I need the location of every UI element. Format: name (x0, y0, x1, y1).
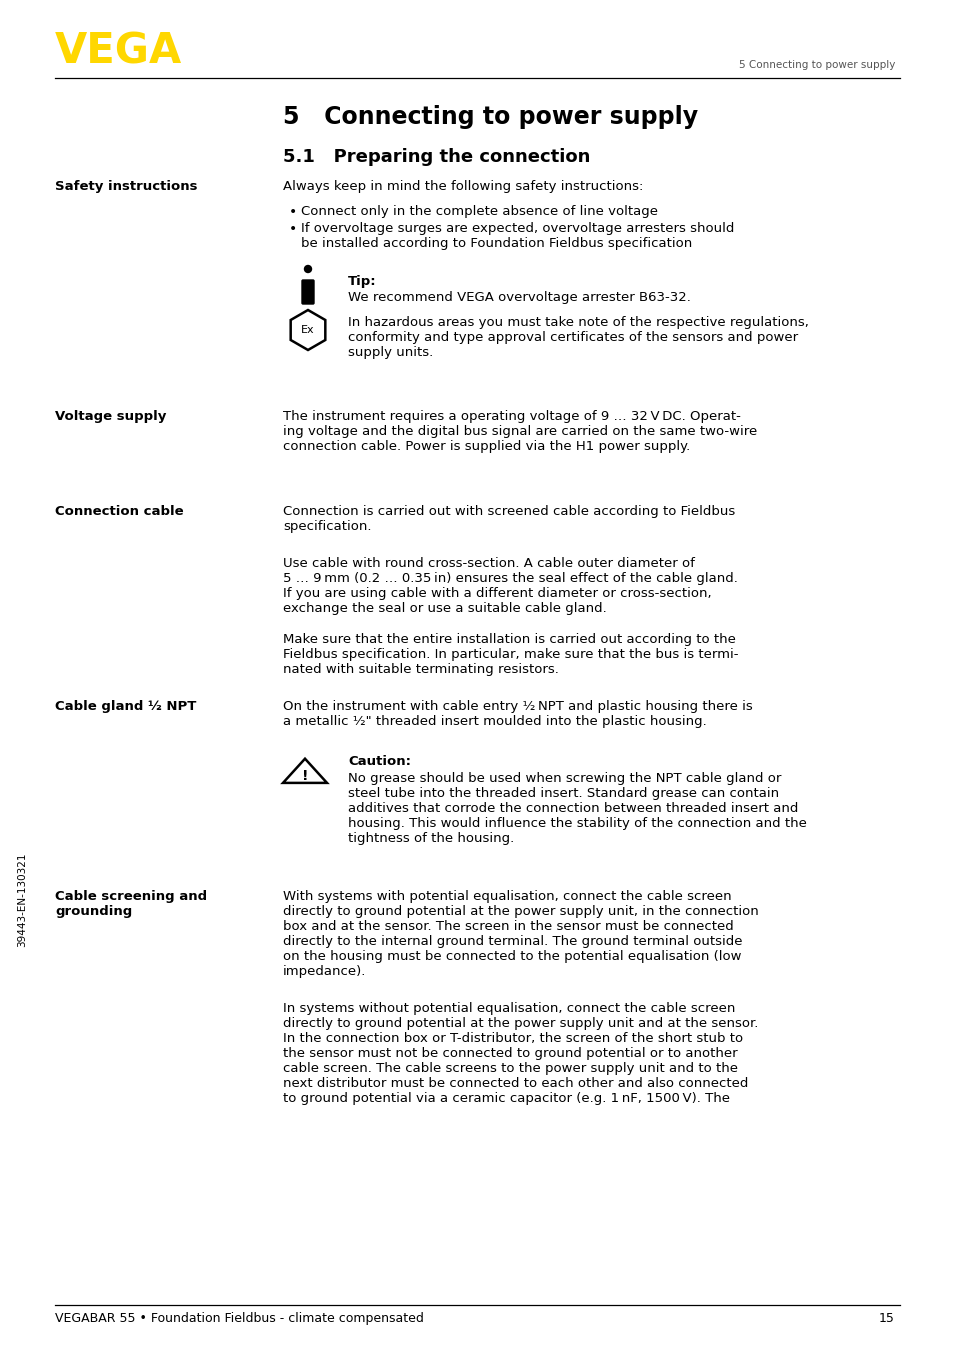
Text: In systems without potential equalisation, connect the cable screen
directly to : In systems without potential equalisatio… (283, 1002, 758, 1105)
Text: VEGABAR 55 • Foundation Fieldbus - climate compensated: VEGABAR 55 • Foundation Fieldbus - clima… (55, 1312, 423, 1326)
Text: No grease should be used when screwing the NPT cable gland or
steel tube into th: No grease should be used when screwing t… (348, 772, 806, 845)
Text: 5.1   Preparing the connection: 5.1 Preparing the connection (283, 148, 590, 167)
Text: Cable gland ½ NPT: Cable gland ½ NPT (55, 700, 196, 714)
Text: Cable screening and
grounding: Cable screening and grounding (55, 890, 207, 918)
Text: Connect only in the complete absence of line voltage: Connect only in the complete absence of … (301, 204, 658, 218)
Text: 39443-EN-130321: 39443-EN-130321 (17, 853, 27, 948)
Text: 15: 15 (879, 1312, 894, 1326)
Text: On the instrument with cable entry ½ NPT and plastic housing there is
a metallic: On the instrument with cable entry ½ NPT… (283, 700, 752, 728)
Text: If overvoltage surges are expected, overvoltage arresters should
be installed ac: If overvoltage surges are expected, over… (301, 222, 734, 250)
Text: Connection cable: Connection cable (55, 505, 183, 519)
Text: VEGA: VEGA (55, 30, 182, 72)
Text: Safety instructions: Safety instructions (55, 180, 197, 194)
Circle shape (304, 265, 312, 272)
Text: With systems with potential equalisation, connect the cable screen
directly to g: With systems with potential equalisation… (283, 890, 758, 978)
Text: •: • (289, 222, 297, 236)
Text: In hazardous areas you must take note of the respective regulations,
conformity : In hazardous areas you must take note of… (348, 315, 808, 359)
Text: Always keep in mind the following safety instructions:: Always keep in mind the following safety… (283, 180, 642, 194)
Text: We recommend VEGA overvoltage arrester B63-32.: We recommend VEGA overvoltage arrester B… (348, 291, 690, 305)
Text: Voltage supply: Voltage supply (55, 410, 166, 422)
Text: 5   Connecting to power supply: 5 Connecting to power supply (283, 106, 698, 129)
Text: Tip:: Tip: (348, 275, 376, 288)
FancyBboxPatch shape (302, 280, 314, 305)
Text: Caution:: Caution: (348, 756, 411, 768)
Text: 5 Connecting to power supply: 5 Connecting to power supply (738, 60, 894, 70)
Text: Use cable with round cross-section. A cable outer diameter of
5 … 9 mm (0.2 … 0.: Use cable with round cross-section. A ca… (283, 556, 737, 615)
Text: Make sure that the entire installation is carried out according to the
Fieldbus : Make sure that the entire installation i… (283, 634, 738, 676)
Text: Connection is carried out with screened cable according to Fieldbus
specificatio: Connection is carried out with screened … (283, 505, 735, 533)
Text: Ex: Ex (301, 325, 314, 334)
Text: •: • (289, 204, 297, 219)
Text: !: ! (301, 769, 308, 783)
Text: The instrument requires a operating voltage of 9 … 32 V DC. Operat-
ing voltage : The instrument requires a operating volt… (283, 410, 757, 454)
